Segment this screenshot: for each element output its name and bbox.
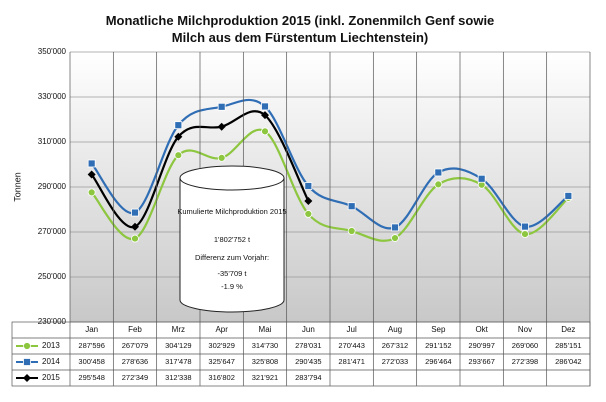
table-value: 314'730 [252, 341, 278, 350]
legend-label: 2013 [42, 341, 60, 350]
marker [174, 132, 183, 141]
marker [87, 159, 96, 168]
table-value: 272'349 [122, 373, 148, 382]
legend-label: 2015 [42, 373, 60, 382]
marker [23, 374, 31, 382]
marker [261, 111, 269, 120]
marker [131, 234, 139, 243]
table-value: 321'921 [252, 373, 278, 382]
legend-label: 2014 [42, 357, 60, 366]
table-value: 272'033 [382, 357, 408, 366]
marker [304, 196, 313, 205]
table-value: 291'152 [425, 341, 451, 350]
table-value: 325'647 [208, 357, 234, 366]
table-value: 296'464 [425, 357, 451, 366]
marker [87, 170, 96, 179]
table-value: 287'596 [78, 341, 104, 350]
annotation: 1'802'752 t [214, 235, 251, 244]
x-tick-label: Sep [431, 325, 446, 334]
table-value: 286'042 [555, 357, 581, 366]
cylinder [179, 165, 285, 313]
marker [131, 208, 139, 217]
annotation: -35'709 t [218, 269, 248, 278]
table-value: 283'794 [295, 373, 321, 382]
marker [347, 227, 356, 235]
x-tick-label: Jul [347, 325, 357, 334]
x-tick-label: Jun [302, 325, 315, 334]
table-value: 295'548 [78, 373, 104, 382]
marker [521, 230, 529, 239]
marker [87, 188, 96, 197]
y-tick-label: 250'000 [38, 272, 67, 281]
table-value: 312'338 [165, 373, 191, 382]
marker [174, 121, 183, 130]
marker [23, 358, 31, 366]
table-value: 285'151 [555, 341, 581, 350]
table-value: 270'443 [338, 341, 364, 350]
marker [391, 234, 399, 242]
x-tick-label: Apr [215, 325, 228, 334]
y-tick-label: 310'000 [38, 137, 67, 146]
x-tick-label: Jan [85, 325, 98, 334]
marker [391, 223, 399, 232]
y-tick-label: 290'000 [38, 182, 67, 191]
y-tick-label: 230'000 [38, 317, 67, 326]
marker [217, 102, 226, 111]
table-value: 267'079 [122, 341, 148, 350]
x-tick-label: Mai [259, 325, 272, 334]
table-value: 290'997 [468, 341, 494, 350]
annotation: Differenz zum Vorjahr: [195, 253, 269, 262]
annotation: -1.9 % [221, 282, 243, 291]
marker [304, 210, 313, 218]
marker [261, 127, 269, 136]
y-tick-label: 350'000 [38, 47, 67, 56]
marker [217, 154, 226, 162]
x-tick-label: Mrz [172, 325, 185, 334]
marker [23, 342, 31, 350]
marker [217, 122, 226, 131]
marker [434, 168, 443, 177]
x-tick-label: Dez [561, 325, 575, 334]
table-value: 302'929 [208, 341, 234, 350]
table-value: 272'398 [512, 357, 538, 366]
marker [347, 202, 356, 211]
x-tick-label: Nov [518, 325, 532, 334]
marker [304, 182, 313, 190]
marker [261, 102, 269, 111]
chart-title: Monatliche Milchproduktion 2015 (inkl. Z… [105, 13, 495, 45]
table-value: 290'435 [295, 357, 321, 366]
marker [477, 174, 486, 183]
marker [434, 180, 443, 189]
table-value: 300'458 [78, 357, 104, 366]
table-value: 278'031 [295, 341, 321, 350]
marker [174, 151, 183, 160]
table-value: 293'667 [468, 357, 494, 366]
y-tick-label: 270'000 [38, 227, 67, 236]
table-value: 304'129 [165, 341, 191, 350]
table-value: 267'312 [382, 341, 408, 350]
y-tick-label: 330'000 [38, 92, 67, 101]
x-tick-label: Feb [128, 325, 142, 334]
table-value: 316'802 [208, 373, 234, 382]
x-tick-label: Aug [388, 325, 402, 334]
marker [564, 192, 573, 200]
table-value: 317'478 [165, 357, 191, 366]
table-value: 278'636 [122, 357, 148, 366]
x-tick-label: Okt [475, 325, 488, 334]
annotation: Kumulierte Milchproduktion 2015 [177, 207, 286, 216]
marker [131, 222, 139, 231]
table-value: 281'471 [338, 357, 364, 366]
series-line [90, 110, 310, 229]
table-value: 269'060 [512, 341, 538, 350]
table-value: 325'808 [252, 357, 278, 366]
marker [521, 222, 529, 231]
y-axis-label: Tonnen [12, 172, 22, 202]
